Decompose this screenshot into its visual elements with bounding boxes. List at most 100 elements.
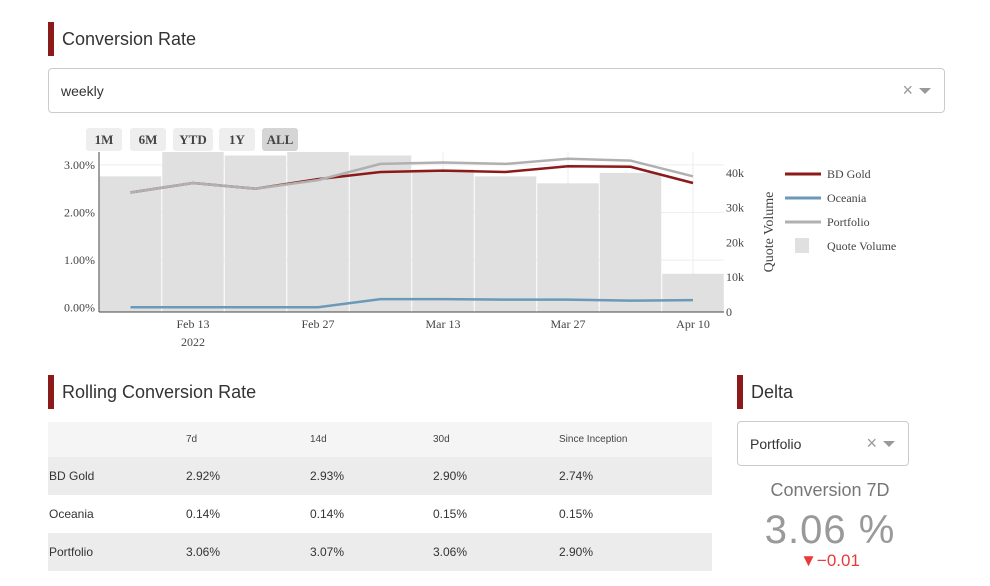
legend-item-oceania[interactable]: Oceania [785, 191, 867, 205]
table-cell: 2.90% [558, 533, 712, 571]
x-tick-label: Apr 10 [676, 317, 710, 331]
rolling-conversion-table: 7d 14d 30d Since Inception BD Gold 2.92%… [48, 422, 712, 571]
chevron-down-icon[interactable] [883, 440, 895, 447]
delta-series-dropdown[interactable]: Portfolio × [737, 421, 909, 466]
quote-volume-bar [537, 183, 599, 312]
header-accent-bar [737, 375, 743, 409]
y2-axis-title: Quote Volume [762, 192, 777, 273]
quote-volume-bar [662, 273, 724, 312]
table-cell: 0.15% [558, 495, 712, 533]
clear-icon[interactable]: × [902, 80, 913, 100]
column-header: 14d [309, 422, 432, 457]
table-cell: 0.14% [172, 495, 309, 533]
range-button-6m[interactable]: 6M [130, 128, 166, 151]
legend-item-portfolio[interactable]: Portfolio [785, 215, 870, 229]
section-title: Conversion Rate [62, 28, 197, 49]
y-tick-label: 1.00% [64, 253, 95, 267]
table-cell: 3.06% [432, 533, 558, 571]
x-tick-sublabel: 2022 [181, 335, 205, 349]
quote-volume-bar [599, 172, 662, 312]
legend-item-bd-gold[interactable]: BD Gold [785, 167, 871, 181]
quote-volume-bar [99, 176, 162, 312]
range-button-label: 1Y [229, 132, 246, 147]
conversion-rate-chart: 1M 6M YTD 1Y ALL 0.00% 1.00% 2.00% 3.00% 0 10k 20k… [64, 128, 896, 349]
legend-label: BD Gold [827, 167, 871, 181]
table-cell: 2.92% [172, 457, 309, 495]
quote-volume-bar [349, 155, 412, 312]
y-tick-label: 2.00% [64, 205, 95, 219]
table-cell: BD Gold [48, 457, 172, 495]
quote-volume-bar [412, 169, 474, 312]
table-cell: 0.15% [432, 495, 558, 533]
table-cell: Oceania [48, 495, 172, 533]
section-title: Rolling Conversion Rate [62, 381, 257, 402]
series-line-oceania [130, 297, 694, 309]
y-tick-label: 0.00% [64, 301, 95, 315]
quote-volume-bar [474, 176, 537, 312]
range-button-bg [130, 128, 166, 151]
header-accent-bar [48, 375, 54, 409]
y2-tick-label: 30k [726, 201, 744, 215]
x-tick-label: Feb 13 [177, 317, 210, 331]
range-selector: 1M 6M YTD 1Y ALL [86, 128, 298, 151]
y2-tick-label: 0 [726, 305, 732, 319]
table-cell: Portfolio [48, 533, 172, 571]
table-cell: 0.14% [309, 495, 432, 533]
kpi-title: Conversion 7D [770, 480, 890, 500]
x-tick-label: Mar 27 [551, 317, 586, 331]
header-accent-bar [48, 22, 54, 56]
range-button-bg [262, 128, 298, 151]
dropdown-value: Portfolio [750, 435, 802, 452]
frequency-dropdown[interactable]: weekly × [48, 68, 945, 113]
table-row: Portfolio 3.06% 3.07% 3.06% 2.90% [48, 533, 712, 571]
column-header: 30d [432, 422, 558, 457]
kpi-value: 3.06 % [764, 508, 896, 552]
table-cell: 2.74% [558, 457, 712, 495]
chevron-down-icon[interactable] [919, 87, 931, 94]
range-button-label: ALL [267, 132, 294, 147]
table-row: Oceania 0.14% 0.14% 0.15% 0.15% [48, 495, 712, 533]
range-button-bg [219, 128, 255, 151]
y2-tick-label: 20k [726, 235, 744, 249]
quote-volume-bar [162, 152, 224, 312]
conversion-rate-header: Conversion Rate [48, 22, 196, 56]
range-button-ytd[interactable]: YTD [173, 128, 213, 151]
legend-label: Portfolio [827, 215, 870, 229]
axes: 0.00% 1.00% 2.00% 3.00% 0 10k 20k 30k 40k Feb 13 2… [64, 152, 777, 349]
range-button-bg [86, 128, 122, 151]
column-header [48, 422, 172, 457]
section-title: Delta [751, 381, 794, 402]
legend[interactable]: BD Gold Oceania Portfolio Quote Volume [785, 167, 896, 253]
y2-tick-label: 10k [726, 270, 744, 284]
table-cell: 2.93% [309, 457, 432, 495]
column-header: Since Inception [558, 422, 712, 457]
range-button-label: YTD [179, 132, 206, 147]
quote-volume-bars [99, 152, 724, 312]
y-tick-label: 3.00% [64, 158, 95, 172]
legend-label: Oceania [827, 191, 867, 205]
table-cell: 2.90% [432, 457, 558, 495]
legend-item-quote-volume[interactable]: Quote Volume [795, 238, 896, 253]
delta-header: Delta [737, 375, 793, 409]
range-button-bg [173, 128, 213, 151]
y2-tick-label: 40k [726, 166, 744, 180]
range-button-label: 1M [95, 132, 114, 147]
series-lines [130, 157, 694, 309]
range-button-all[interactable]: ALL [262, 128, 298, 151]
range-button-1y[interactable]: 1Y [219, 128, 255, 151]
clear-icon[interactable]: × [866, 433, 877, 453]
kpi-delta: ▼−0.01 [800, 551, 860, 570]
rolling-conversion-header: Rolling Conversion Rate [48, 375, 256, 409]
x-tick-label: Feb 27 [302, 317, 335, 331]
table-cell: 3.06% [172, 533, 309, 571]
legend-swatch [795, 238, 809, 253]
table-row: BD Gold 2.92% 2.93% 2.90% 2.74% [48, 457, 712, 495]
range-button-label: 6M [139, 132, 158, 147]
table-header-row: 7d 14d 30d Since Inception [48, 422, 712, 457]
range-button-1m[interactable]: 1M [86, 128, 122, 151]
dropdown-value: weekly [61, 82, 104, 99]
column-header: 7d [172, 422, 309, 457]
series-line-portfolio [130, 157, 694, 194]
legend-label: Quote Volume [827, 239, 896, 253]
quote-volume-bar [224, 155, 287, 312]
